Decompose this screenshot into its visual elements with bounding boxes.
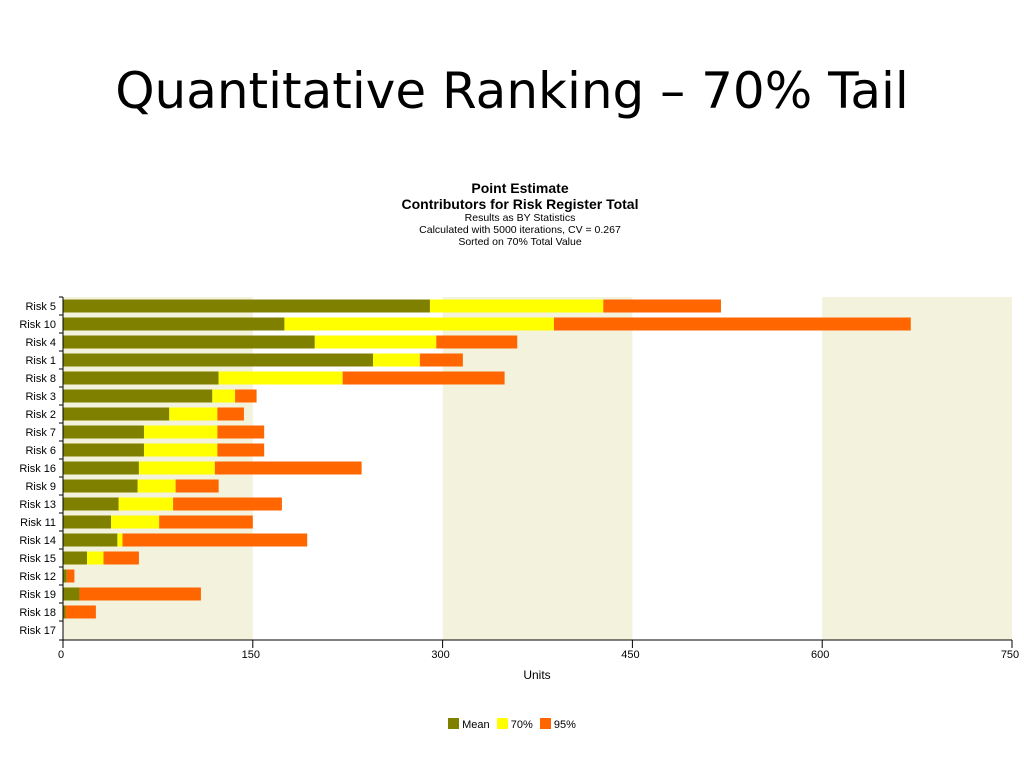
bar-70-risk-2 (169, 407, 218, 421)
bar-mean-risk-19 (63, 587, 80, 601)
y-tick-label: Risk 10 (19, 319, 56, 331)
y-tick-label: Risk 8 (25, 373, 56, 385)
bar-mean-risk-18 (63, 605, 66, 619)
bar-mean-risk-9 (63, 479, 138, 493)
bar-95-risk-9 (175, 479, 219, 493)
bar-95-risk-6 (217, 443, 265, 457)
chart-note-2: Calculated with 5000 iterations, CV = 0.… (419, 224, 621, 236)
bar-95-risk-11 (159, 515, 253, 529)
bar-70-risk-13 (118, 497, 174, 511)
x-tick-label: 300 (431, 649, 449, 661)
bar-mean-risk-12 (63, 569, 67, 583)
bar-mean-risk-7 (63, 425, 144, 439)
bar-95-risk-19 (79, 587, 201, 601)
x-tick-label: 750 (1001, 649, 1019, 661)
slide-title: Quantitative Ranking – 70% Tail (115, 62, 909, 120)
y-tick-label: Risk 17 (19, 625, 56, 637)
bar-mean-risk-6 (63, 443, 144, 457)
legend-swatch-mean (448, 718, 460, 729)
y-tick-label: Risk 15 (19, 553, 56, 565)
chart-subtitle: Contributors for Risk Register Total (401, 196, 639, 212)
chart-header: Point Estimate Contributors for Risk Reg… (260, 180, 780, 248)
bar-95-risk-14 (122, 533, 308, 547)
bar-95-risk-3 (235, 389, 257, 403)
bar-mean-risk-4 (63, 335, 315, 349)
bar-95-risk-7 (217, 425, 265, 439)
bar-70-risk-10 (284, 317, 554, 331)
y-tick-label: Risk 3 (25, 391, 56, 403)
legend-item-mean: Mean (448, 718, 490, 731)
bar-mean-risk-2 (63, 407, 170, 421)
bar-70-risk-11 (111, 515, 160, 529)
legend-label-95: 95% (553, 719, 576, 731)
x-tick-label: 600 (811, 649, 829, 661)
x-axis-label: Units (523, 668, 550, 682)
y-tick-label: Risk 4 (25, 337, 56, 349)
bar-mean-risk-16 (63, 461, 139, 475)
bar-70-risk-5 (429, 299, 604, 313)
x-tick-label: 450 (621, 649, 639, 661)
bar-mean-risk-13 (63, 497, 119, 511)
bar-mean-risk-14 (63, 533, 118, 547)
bar-70-risk-1 (373, 353, 420, 367)
y-tick-label: Risk 12 (19, 571, 56, 583)
chart-note-3: Sorted on 70% Total Value (458, 236, 582, 248)
chart-note-1: Results as BY Statistics (464, 212, 576, 224)
chart-legend: Mean 70% 95% (0, 718, 1024, 731)
legend-swatch-70 (496, 718, 508, 729)
y-tick-label: Risk 9 (25, 481, 56, 493)
bar-mean-risk-1 (63, 353, 374, 367)
legend-item-95: 95% (539, 718, 576, 731)
y-tick-label: Risk 11 (20, 517, 56, 529)
bar-95-risk-4 (436, 335, 518, 349)
y-tick-label: Risk 16 (19, 463, 56, 475)
bar-95-risk-10 (553, 317, 911, 331)
bar-95-risk-1 (419, 353, 463, 367)
legend-label-70: 70% (510, 719, 533, 731)
chart-axes: Risk 5 Risk 10 Risk 4 Risk 1 Risk 8 Risk 3 Ris… (19, 296, 1019, 661)
bar-mean-risk-8 (63, 371, 219, 385)
grid-band (822, 297, 1012, 640)
bar-70-risk-6 (143, 443, 218, 457)
y-tick-label: Risk 19 (19, 589, 56, 601)
y-tick-label: Risk 14 (19, 535, 56, 547)
y-tick-label: Risk 13 (19, 499, 56, 511)
bar-95-risk-15 (103, 551, 139, 565)
bar-series (63, 299, 911, 619)
y-tick-label: Risk 5 (25, 301, 56, 313)
bar-70-risk-8 (218, 371, 343, 385)
bar-mean-risk-10 (63, 317, 285, 331)
x-tick-label: 0 (58, 649, 64, 661)
grid-band (442, 297, 633, 640)
y-tick-label: Risk 18 (19, 607, 56, 619)
bar-95-risk-5 (603, 299, 721, 313)
legend-swatch-95 (539, 718, 551, 729)
bar-mean-risk-5 (63, 299, 430, 313)
legend-label-mean: Mean (462, 719, 490, 731)
bar-95-risk-8 (342, 371, 505, 385)
bar-70-risk-14 (117, 533, 123, 547)
bar-70-risk-15 (87, 551, 104, 565)
bar-95-risk-18 (65, 605, 96, 619)
bar-95-risk-16 (214, 461, 362, 475)
bar-mean-risk-15 (63, 551, 88, 565)
y-tick-label: Risk 6 (25, 445, 56, 457)
bar-95-risk-13 (173, 497, 282, 511)
legend-item-70: 70% (496, 718, 533, 731)
bar-70-risk-9 (137, 479, 176, 493)
x-tick-label: 150 (242, 649, 260, 661)
bar-70-risk-7 (143, 425, 218, 439)
bar-70-risk-3 (212, 389, 236, 403)
bar-95-risk-12 (66, 569, 75, 583)
y-tick-label: Risk 2 (25, 409, 56, 421)
bar-95-risk-2 (217, 407, 244, 421)
y-tick-label: Risk 7 (25, 427, 56, 439)
bar-70-risk-4 (314, 335, 437, 349)
chart-title: Point Estimate (471, 180, 569, 196)
y-tick-label: Risk 1 (25, 355, 56, 367)
bar-70-risk-16 (138, 461, 215, 475)
bar-mean-risk-3 (63, 389, 213, 403)
bar-mean-risk-11 (63, 515, 112, 529)
